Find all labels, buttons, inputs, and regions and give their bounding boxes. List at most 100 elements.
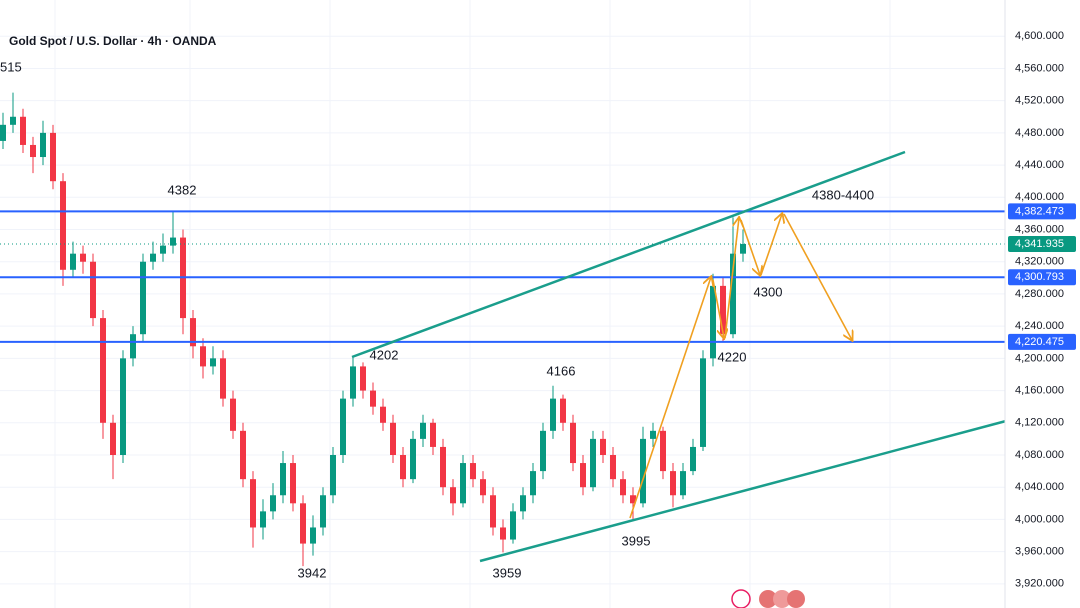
candle-body: [570, 422, 576, 464]
candle-body: [240, 430, 246, 480]
candle-body: [10, 116, 16, 125]
candle-body: [500, 527, 506, 540]
candle-body: [720, 285, 726, 335]
candle-body: [320, 495, 326, 528]
candle-body: [90, 261, 96, 319]
upper-trendline: [351, 150, 906, 359]
price-label-box: [1008, 269, 1076, 286]
y-tick-label: 4,560.000: [1015, 62, 1064, 74]
candle-body: [140, 261, 146, 335]
candle-body: [110, 422, 116, 455]
candle-body: [340, 398, 346, 455]
candle-body: [130, 334, 136, 359]
candle-body: [400, 454, 406, 480]
candle-body: [100, 318, 106, 423]
candle-body: [460, 463, 466, 504]
annotation: 4166: [547, 363, 576, 378]
candle-body: [670, 471, 676, 496]
y-tick-label: 4,280.000: [1015, 288, 1064, 300]
current-price-box: [1008, 236, 1076, 253]
candle-body: [450, 487, 456, 504]
candle-body: [80, 253, 86, 262]
candle-body: [650, 430, 656, 439]
price-axis: [1005, 0, 1080, 608]
candle-body: [600, 438, 606, 455]
annotations: 515 4382 4202 3942 3959 4166 3995 4220 4300 4380-…: [0, 59, 874, 580]
y-tick-label: 4,360.000: [1015, 223, 1064, 235]
candle-body: [620, 479, 626, 496]
candle-body: [150, 253, 156, 262]
y-tick-label: 4,320.000: [1015, 256, 1064, 268]
candle-body: [610, 454, 616, 480]
candle-body: [490, 495, 496, 528]
candle-body: [590, 438, 596, 488]
candle-body: [530, 471, 536, 496]
candle-body: [250, 479, 256, 528]
candle-body: [380, 406, 386, 423]
price-label: 4,382.473: [1015, 205, 1064, 217]
trendlines: [351, 150, 1007, 563]
annotation: 4382: [168, 182, 197, 197]
y-tick-label: 4,200.000: [1015, 352, 1064, 364]
y-tick-label: 4,400.000: [1015, 191, 1064, 203]
candle-body: [0, 124, 6, 141]
projection-arrows: [629, 214, 852, 519]
candle-body: [60, 181, 66, 270]
price-lines: [0, 210, 1005, 343]
candle-body: [210, 358, 216, 367]
candle-body: [480, 479, 486, 496]
annotation: 515: [0, 59, 22, 74]
price-label: 4,220.475: [1015, 336, 1064, 348]
candle-body: [310, 527, 316, 544]
y-tick-label: 3,920.000: [1015, 578, 1064, 590]
bottom-icons: [731, 589, 805, 608]
candle-body: [420, 422, 426, 439]
candle-body: [200, 346, 206, 367]
candle-body: [190, 318, 196, 347]
annotation: 4380-4400: [812, 187, 874, 202]
candle-body: [440, 446, 446, 488]
candle-body: [20, 116, 26, 145]
price-label: 4,300.793: [1015, 271, 1064, 283]
candle-body: [660, 430, 666, 472]
price-axis-labels: 3,920.000 3,960.000 4,000.000 4,040.000 4,08…: [1008, 30, 1076, 590]
y-tick-label: 4,520.000: [1015, 95, 1064, 107]
candle-body: [630, 495, 636, 504]
candle-body: [580, 463, 586, 488]
y-tick-label: 4,080.000: [1015, 449, 1064, 461]
vertical-grid: [54, 0, 891, 608]
candle-body: [330, 454, 336, 496]
y-tick-label: 4,240.000: [1015, 320, 1064, 332]
annotation: 3995: [622, 533, 651, 548]
candle-body: [520, 495, 526, 512]
candle-body: [560, 398, 566, 423]
candle-body: [680, 471, 686, 496]
candle-body: [730, 253, 736, 335]
candle-body: [220, 358, 226, 399]
annotation: 3959: [493, 565, 522, 580]
price-label-box: [1008, 333, 1076, 350]
candle-body: [160, 245, 166, 254]
grid: [0, 35, 1005, 585]
candle-body: [270, 495, 276, 512]
candle-body: [30, 144, 36, 158]
annotation: 4300: [754, 284, 783, 299]
candle-body: [260, 511, 266, 528]
candle-body: [550, 398, 556, 431]
candle-body: [300, 503, 306, 544]
candle-body: [70, 253, 76, 270]
price-label-box: [1008, 203, 1076, 220]
candle-body: [700, 358, 706, 447]
y-tick-label: 4,120.000: [1015, 417, 1064, 429]
candle-body: [470, 463, 476, 480]
candle-body: [50, 132, 56, 182]
candle-body: [390, 422, 396, 455]
current-price-label: 4,341.935: [1015, 238, 1064, 250]
candle-body: [290, 463, 296, 504]
y-tick-label: 4,480.000: [1015, 127, 1064, 139]
y-tick-label: 4,600.000: [1015, 30, 1064, 42]
candles: [0, 92, 746, 567]
candle-body: [410, 438, 416, 480]
candle-body: [280, 463, 286, 496]
candle-body: [120, 358, 126, 455]
